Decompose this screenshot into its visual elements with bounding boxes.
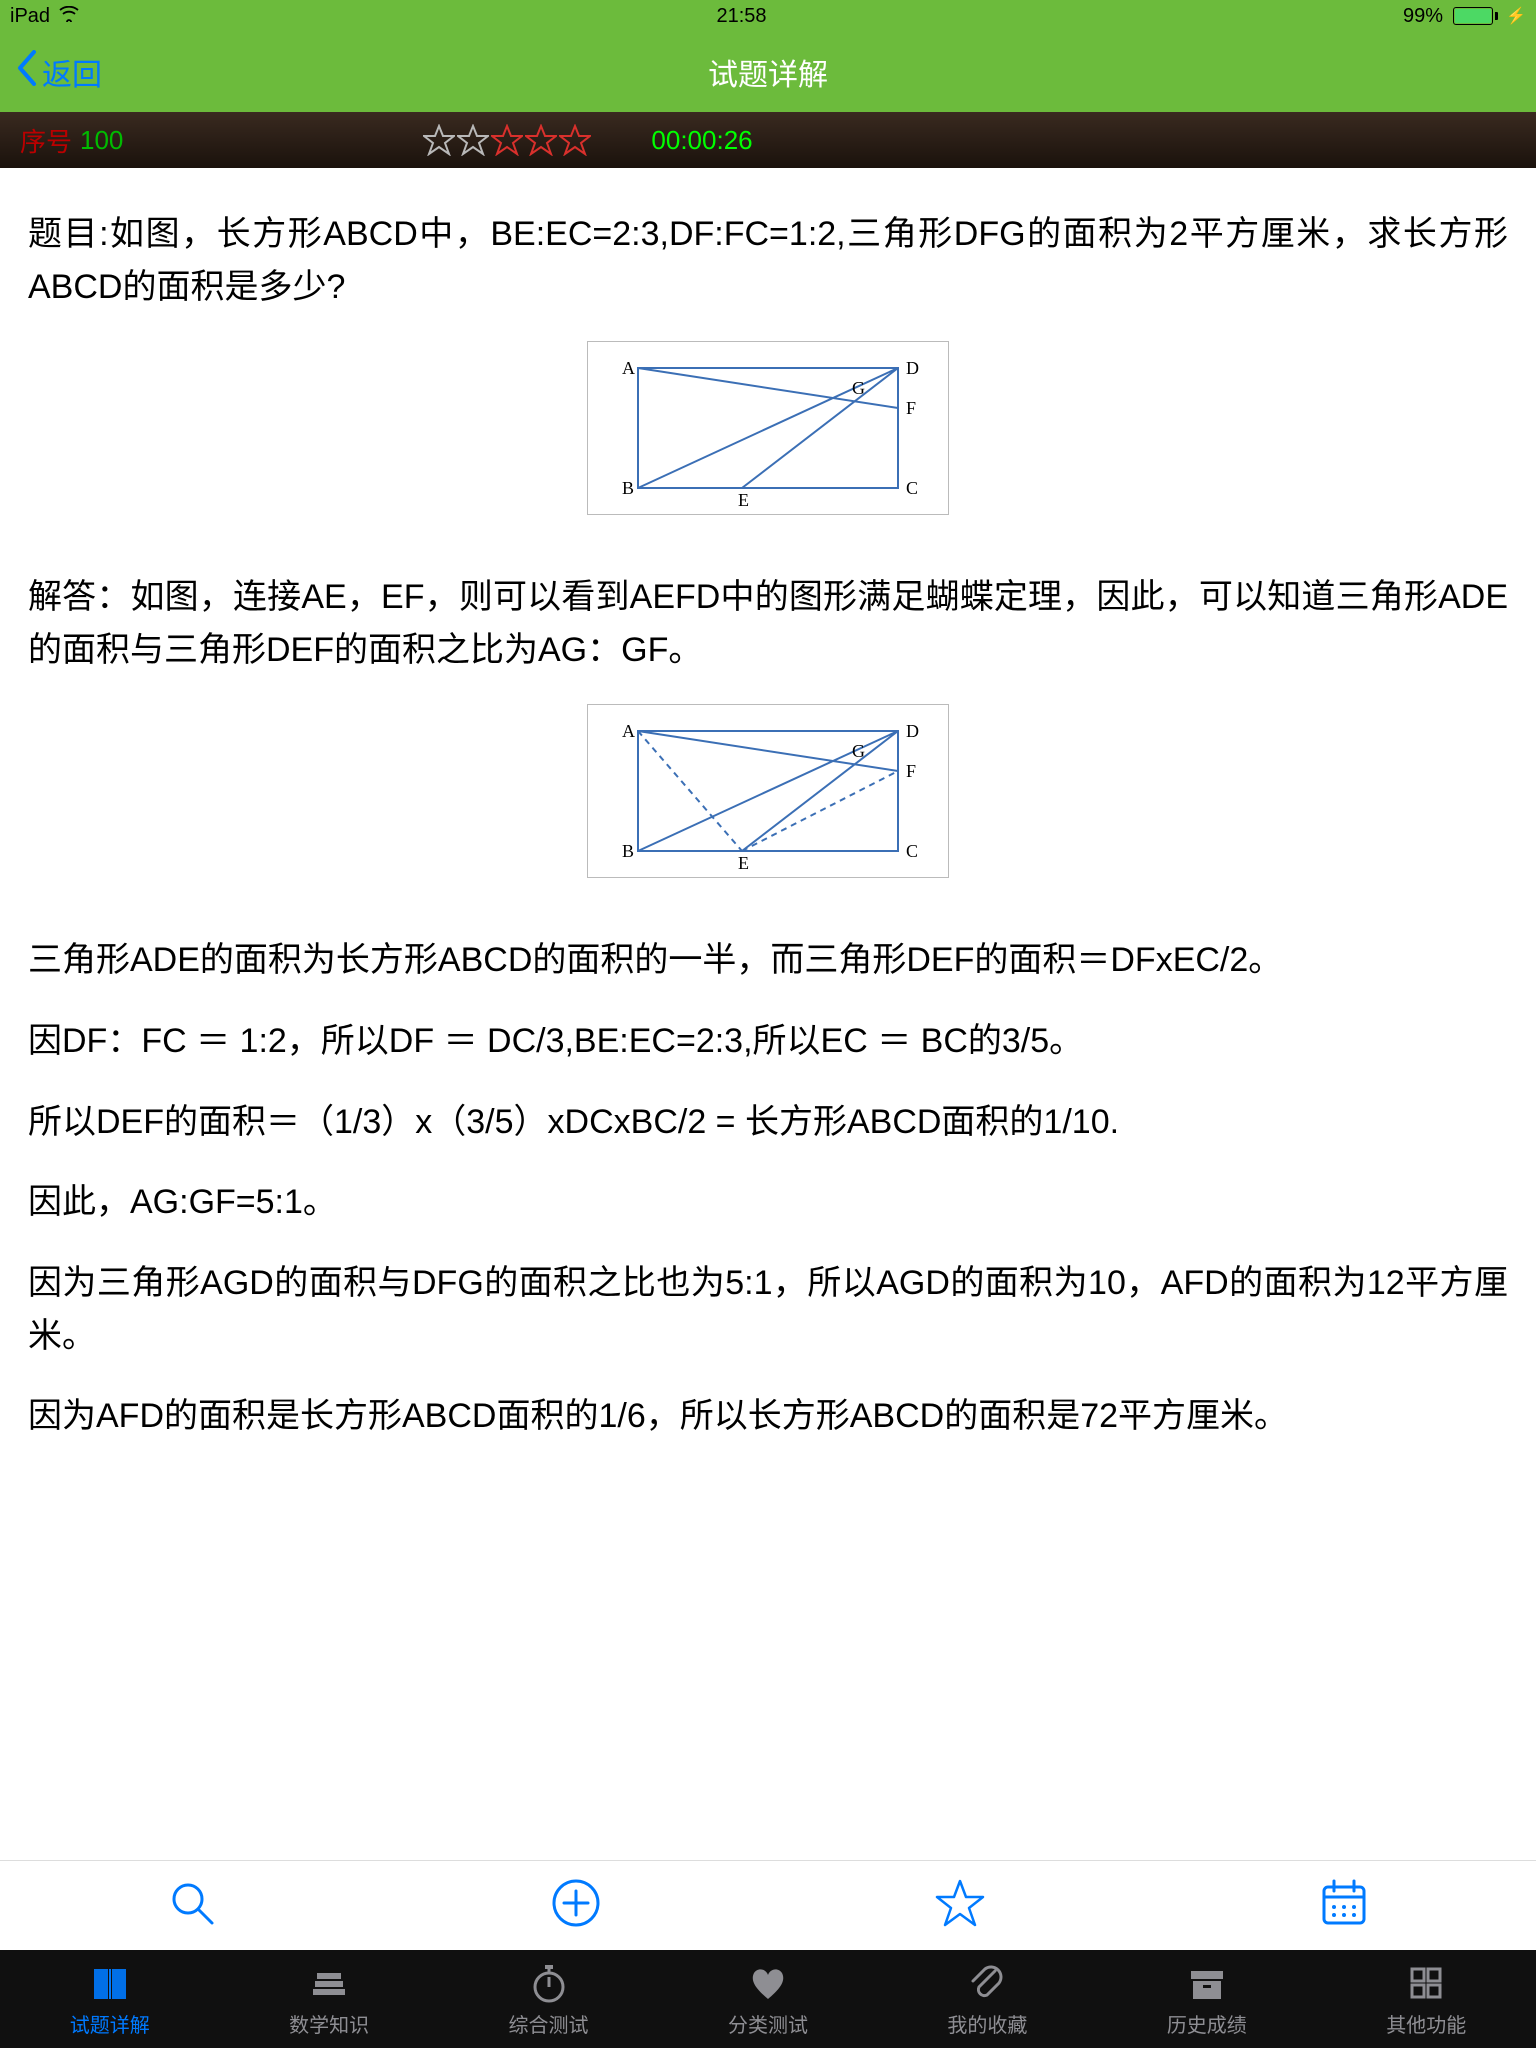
tab-label: 其他功能 [1386,2009,1466,2038]
tab-label: 试题详解 [70,2009,150,2038]
svg-text:G: G [852,378,865,398]
svg-text:B: B [622,841,634,861]
tab-category[interactable]: 分类测试 [658,1950,877,2048]
tab-test[interactable]: 综合测试 [439,1950,658,2048]
device-label: iPad [10,5,50,28]
svg-text:F: F [906,761,916,781]
tab-fav[interactable]: 我的收藏 [878,1950,1097,2048]
back-label: 返回 [42,50,102,94]
svg-text:F: F [906,398,916,418]
svg-text:B: B [622,478,634,498]
svg-text:D: D [906,721,919,741]
tab-label: 综合测试 [509,2009,589,2038]
answer-p5: 所以DEF的面积＝（1/3）x（3/5）xDCxBC/2 = 长方形ABCD面积… [28,1096,1508,1149]
tab-label: 历史成绩 [1167,2009,1247,2038]
grid-icon [1404,1961,1448,2005]
books-icon [307,1961,351,2005]
answer-p3: 三角形ADE的面积为长方形ABCD的面积的一半，而三角形DEF的面积＝DFxEC… [28,934,1508,987]
chevron-left-icon [16,50,38,94]
back-button[interactable]: 返回 [16,50,102,94]
diagram-2: A B C D E F G [28,704,1508,894]
svg-text:A: A [622,358,635,378]
svg-text:C: C [906,478,918,498]
answer-p4: 因DF：FC ＝ 1:2，所以DF ＝ DC/3,BE:EC=2:3,所以EC … [28,1015,1508,1068]
star-icon[interactable] [457,124,489,156]
question-meta-bar: 序号 100 00:00:26 [0,112,1536,168]
svg-text:E: E [738,853,749,871]
svg-text:E: E [738,490,749,508]
tab-label: 数学知识 [289,2009,369,2038]
tab-label: 我的收藏 [947,2009,1027,2038]
svg-text:G: G [852,741,865,761]
tab-detail[interactable]: 试题详解 [0,1950,219,2048]
star-icon[interactable] [423,124,455,156]
status-bar: iPad 21:58 99% ⚡ [0,0,1536,32]
clock: 21:58 [80,5,1403,28]
question-text: 题目:如图，长方形ABCD中，BE:EC=2:3,DF:FC=1:2,三角形DF… [28,208,1508,313]
battery-percentage: 99% [1403,5,1443,28]
star-icon[interactable] [559,124,591,156]
sequence-label: 序号 [20,122,72,159]
tab-history[interactable]: 历史成绩 [1097,1950,1316,2048]
action-bar [0,1860,1536,1950]
calendar-button[interactable] [1318,1877,1370,1934]
svg-text:C: C [906,841,918,861]
svg-text:D: D [906,358,919,378]
star-icon[interactable] [525,124,557,156]
charging-icon: ⚡ [1506,6,1526,26]
star-icon[interactable] [491,124,523,156]
content-area: 题目:如图，长方形ABCD中，BE:EC=2:3,DF:FC=1:2,三角形DF… [0,168,1536,1860]
paperclip-icon [965,1961,1009,2005]
answer-p8: 因为AFD的面积是长方形ABCD面积的1/6，所以长方形ABCD的面积是72平方… [28,1390,1508,1443]
search-button[interactable] [166,1877,218,1934]
timer: 00:00:26 [651,125,752,156]
answer-p6: 因此，AG:GF=5:1。 [28,1176,1508,1229]
tab-other[interactable]: 其他功能 [1317,1950,1536,2048]
answer-p7: 因为三角形AGD的面积与DFG的面积之比也为5:1，所以AGD的面积为10，AF… [28,1257,1508,1362]
stopwatch-icon [527,1961,571,2005]
tab-knowledge[interactable]: 数学知识 [219,1950,438,2048]
tab-bar: 试题详解 数学知识 综合测试 分类测试 我的收藏 历史成绩 其他功能 [0,1950,1536,2048]
page-title: 试题详解 [0,50,1536,94]
navigation-bar: 返回 试题详解 [0,32,1536,112]
book-icon [88,1961,132,2005]
add-button[interactable] [550,1877,602,1934]
tab-label: 分类测试 [728,2009,808,2038]
diagram-1: A B C D E F G [28,341,1508,531]
wifi-icon [58,5,80,28]
answer-intro: 解答：如图，连接AE，EF，则可以看到AEFD中的图形满足蝴蝶定理，因此，可以知… [28,571,1508,676]
favorite-button[interactable] [934,1877,986,1934]
svg-text:A: A [622,721,635,741]
heart-icon [746,1961,790,2005]
archive-icon [1185,1961,1229,2005]
sequence-number: 100 [80,125,123,156]
battery-icon [1449,7,1498,25]
rating-stars[interactable] [423,124,591,156]
